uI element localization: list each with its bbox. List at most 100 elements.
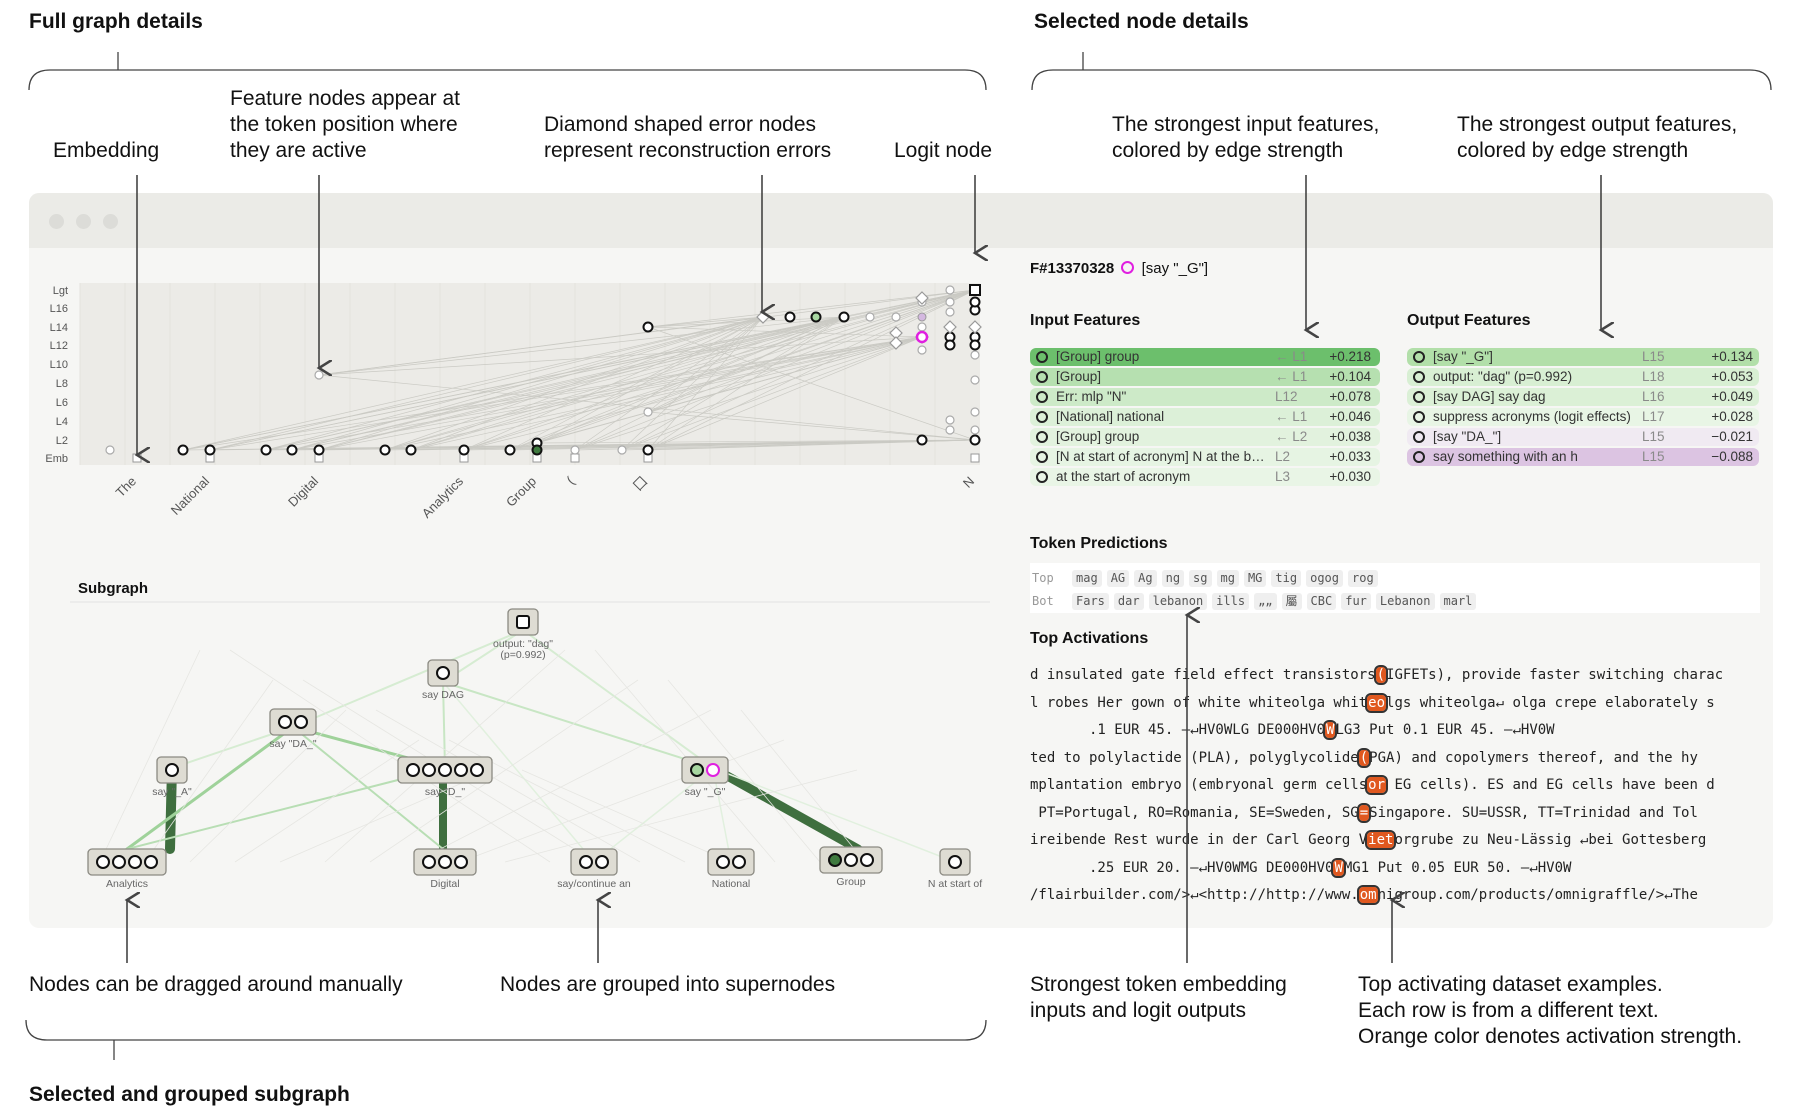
activation-context: .1 EUR 45. —↵HV0WLG DE000HV0 — [1030, 722, 1326, 738]
activation-context: lgs whiteolga↵ olga crepe elaborately s — [1386, 694, 1715, 711]
feature-value: +0.038 — [1329, 429, 1371, 444]
activation-context: IGFETs), provide faster switching charac — [1386, 667, 1724, 683]
feature-value: +0.053 — [1711, 369, 1753, 384]
top-label: Top — [1032, 571, 1054, 585]
activation-highlight: ( — [1373, 665, 1389, 685]
feature-label: [say "DA_"] — [1433, 429, 1502, 444]
token-chip: dar — [1113, 593, 1144, 610]
feature-value: +0.030 — [1329, 469, 1371, 484]
token-predictions-box: Top mag AG Ag ng sg mg MG tig ogog rog Bot Fars dar l… — [1030, 563, 1760, 613]
activation-highlight: W — [1331, 857, 1346, 878]
input-feature-row[interactable]: at the start of acronym L3 +0.030 — [1030, 468, 1380, 486]
activation-context: orgrube zu Neu-Lässig ↵bei Gottesberg — [1394, 832, 1707, 848]
bot-label: Bot — [1032, 594, 1054, 608]
feature-layer: L15 — [1642, 449, 1665, 464]
feature-circle-icon — [1413, 371, 1425, 383]
activation-context: ted to polylactide (PLA), polyglycolide — [1030, 749, 1359, 766]
token-predictions-title: Token Predictions — [1030, 535, 1168, 552]
token-chip: ills — [1212, 593, 1250, 610]
grouped-supernodes-annotation: Nodes are grouped into supernodes — [500, 973, 836, 996]
bot-tokens-row: Bot Fars dar lebanon ills „„ 屬 CBC fur Lebanon mar… — [1032, 592, 1481, 610]
activation-context: PGA) and copolymers thereof, and the hy — [1369, 749, 1698, 766]
activation-example: ireibende Rest wurde in der Carl Georg V… — [1030, 829, 1760, 851]
token-chip: marl — [1439, 593, 1477, 610]
feature-value: −0.088 — [1711, 449, 1753, 464]
feature-layer: ← L1 — [1275, 349, 1308, 364]
output-feature-row[interactable]: say something with an h L15 −0.088 — [1407, 448, 1759, 466]
feature-layer: ← L1 — [1275, 369, 1308, 384]
feature-label: [Group] group — [1056, 349, 1140, 364]
activation-example: PT=Portugal, RO=Romania, SE=Sweden, SG=S… — [1030, 802, 1760, 824]
feature-layer: ← L2 — [1275, 429, 1308, 444]
feature-label: at the start of acronym — [1056, 469, 1191, 484]
activation-context: EG cells). ES and EG cells have been d — [1386, 777, 1715, 793]
feature-layer: L15 — [1642, 429, 1665, 444]
activation-example: .1 EUR 45. —↵HV0WLG DE000HV0WLG3 Put 0.1… — [1030, 719, 1760, 741]
feature-value: +0.046 — [1329, 409, 1371, 424]
window-close-dot[interactable] — [49, 214, 64, 229]
token-chip: ng — [1161, 570, 1185, 587]
input-feature-row[interactable]: [Group] group ← L1 +0.218 — [1030, 348, 1380, 366]
selected-node-bracket — [1031, 52, 1772, 91]
selected-subgraph-heading: Selected and grouped subgraph — [29, 1083, 350, 1106]
activation-highlight: ( — [1356, 747, 1372, 768]
token-chip: mg — [1216, 570, 1239, 587]
activation-context: ireibende Rest wurde in der Carl Georg V — [1030, 832, 1368, 848]
feature-circle-icon — [1413, 431, 1425, 443]
output-feature-row[interactable]: suppress acronyms (logit effects) L17 +0.0… — [1407, 408, 1759, 426]
token-embedding-annotation: Strongest token embedding inputs and log… — [1030, 973, 1287, 1022]
feature-label: [Group] — [1056, 369, 1102, 384]
token-chip: tig — [1271, 570, 1302, 587]
activation-highlight: or — [1365, 775, 1389, 795]
activation-highlight: = — [1356, 802, 1372, 823]
input-feature-row[interactable]: [N at start of acronym] N at the b… L2 +0.… — [1030, 448, 1380, 466]
output-feature-row[interactable]: [say "DA_"] L15 −0.021 — [1407, 428, 1759, 446]
activation-context: d insulated gate field effect transistor… — [1030, 667, 1376, 683]
feature-label: [say DAG] say dag — [1433, 389, 1546, 404]
input-feature-row[interactable]: Err: mlp "N" L12 +0.078 — [1030, 388, 1380, 406]
token-chip: Lebanon — [1375, 593, 1435, 610]
feature-header: F#13370328 [say "_G"] — [1030, 260, 1208, 277]
input-feature-row[interactable]: [National] national ← L1 +0.046 — [1030, 408, 1380, 426]
input-features-title: Input Features — [1030, 312, 1141, 329]
activation-example: .25 EUR 20. —↵HV0WMG DE000HV0WMG1 Put 0.… — [1030, 857, 1760, 879]
output-feature-row[interactable]: [say "_G"] L15 +0.134 — [1407, 348, 1759, 366]
token-chip: AG — [1106, 570, 1130, 587]
activation-highlight: iet — [1365, 830, 1397, 850]
feature-circle-icon — [1036, 351, 1048, 363]
activation-highlight: W — [1322, 720, 1338, 740]
input-feature-row[interactable]: [Group] group ← L2 +0.038 — [1030, 428, 1380, 446]
token-chip: fur — [1341, 593, 1371, 610]
token-chip: CBC — [1306, 593, 1337, 610]
activation-context: .25 EUR 20. —↵HV0WMG DE000HV0 — [1030, 859, 1334, 876]
feature-name: [say "_G"] — [1141, 260, 1209, 277]
full-graph-bracket — [28, 52, 987, 91]
output-feature-row[interactable]: [say DAG] say dag L16 +0.049 — [1407, 388, 1759, 406]
activation-context: mplantation embryo (embryonal germ cells — [1030, 777, 1368, 793]
top-tokens-row: Top mag AG Ag ng sg mg MG tig ogog rog — [1032, 569, 1383, 587]
feature-label: say something with an h — [1433, 449, 1578, 464]
activation-context: LG3 Put 0.1 EUR 45. —↵HV0W — [1335, 722, 1555, 738]
feature-layer: L15 — [1642, 349, 1665, 364]
output-feature-row[interactable]: output: "dag" (p=0.992) L18 +0.053 — [1407, 368, 1759, 386]
activation-context: PT=Portugal, RO=Romania, SE=Sweden, SG — [1030, 804, 1359, 821]
input-feature-row[interactable]: [Group] ← L1 +0.104 — [1030, 368, 1380, 386]
token-chip: sg — [1189, 570, 1212, 587]
activation-context: /flairbuilder.com/>↵<http://http://www. — [1030, 887, 1359, 903]
feature-circle-icon — [1036, 451, 1048, 463]
token-chip: mag — [1072, 570, 1102, 587]
diamond-nodes-annotation: Diamond shaped error nodes represent rec… — [544, 113, 832, 162]
window-minimize-dot[interactable] — [76, 214, 91, 229]
embedding-annotation: Embedding — [53, 139, 160, 162]
subgraph-bracket — [25, 1019, 987, 1060]
feature-value: +0.218 — [1329, 349, 1371, 364]
activation-example: d insulated gate field effect transistor… — [1030, 664, 1760, 686]
feature-circle-icon — [1413, 351, 1425, 363]
top-activating-annotation: Top activating dataset examples. Each ro… — [1358, 973, 1743, 1048]
window-titlebar — [29, 193, 1773, 248]
feature-label: [Group] group — [1056, 429, 1140, 444]
token-chip: Ag — [1134, 570, 1157, 587]
feature-value: −0.021 — [1711, 429, 1753, 444]
feature-layer: ← L1 — [1275, 409, 1308, 424]
window-zoom-dot[interactable] — [103, 214, 118, 229]
